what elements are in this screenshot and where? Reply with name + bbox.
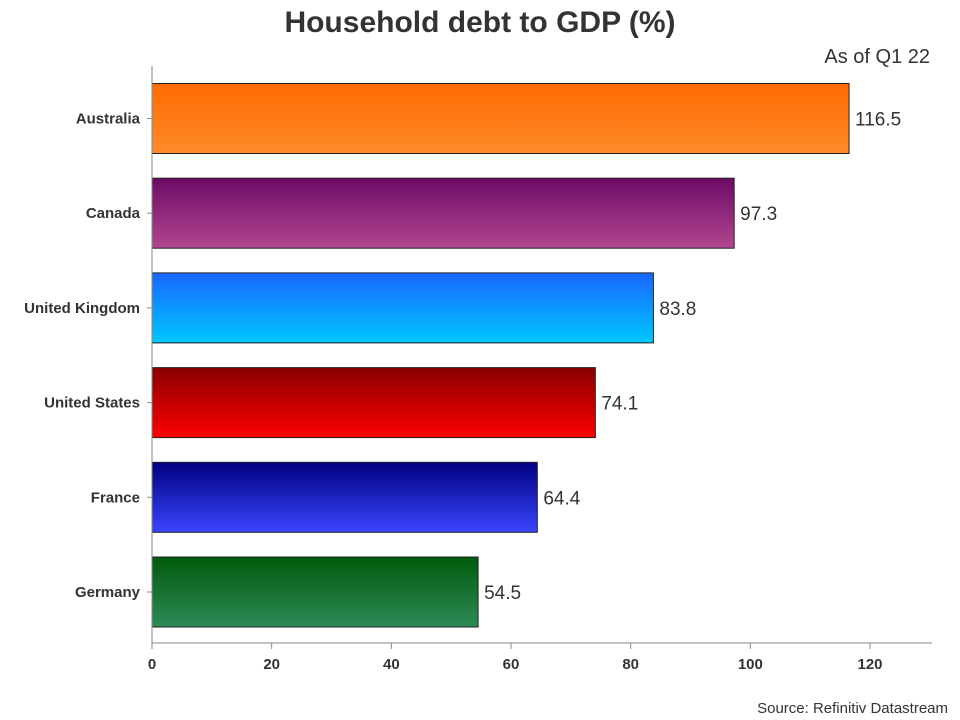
bar-france xyxy=(151,461,538,533)
value-label: 83.8 xyxy=(659,299,696,320)
bar-australia xyxy=(151,83,850,154)
bar-germany xyxy=(151,556,479,628)
x-tick-label: 40 xyxy=(383,656,400,673)
value-label: 116.5 xyxy=(855,110,901,131)
category-label: Germany xyxy=(75,584,141,601)
chart-source: Source: Refinitiv Datastream xyxy=(757,700,948,717)
value-label: 64.4 xyxy=(543,488,580,509)
category-label: Canada xyxy=(86,205,141,222)
chart-title: Household debt to GDP (%) xyxy=(284,6,676,39)
bar-canada xyxy=(151,177,735,249)
category-label: United Kingdom xyxy=(24,300,140,317)
category-label: Australia xyxy=(76,111,141,128)
value-label: 54.5 xyxy=(484,583,521,604)
bars-group: Australia 116.5 Canada 97.3 United Kingdom 83… xyxy=(24,83,901,628)
x-tick-label: 0 xyxy=(148,656,156,673)
chart-subtitle: As of Q1 22 xyxy=(824,46,930,68)
bar-united-states xyxy=(151,367,596,439)
x-tick-label: 20 xyxy=(263,656,280,673)
category-label: United States xyxy=(44,395,140,412)
value-label: 74.1 xyxy=(601,394,638,415)
x-tick-label: 120 xyxy=(857,656,882,673)
value-label: 97.3 xyxy=(740,204,777,225)
category-label: France xyxy=(91,489,140,506)
bar-united-kingdom xyxy=(151,272,654,344)
axes-group: 0 20 40 60 80 100 120 xyxy=(147,66,932,673)
x-tick-label: 80 xyxy=(622,656,639,673)
x-tick-label: 60 xyxy=(503,656,520,673)
x-tick-label: 100 xyxy=(738,656,763,673)
